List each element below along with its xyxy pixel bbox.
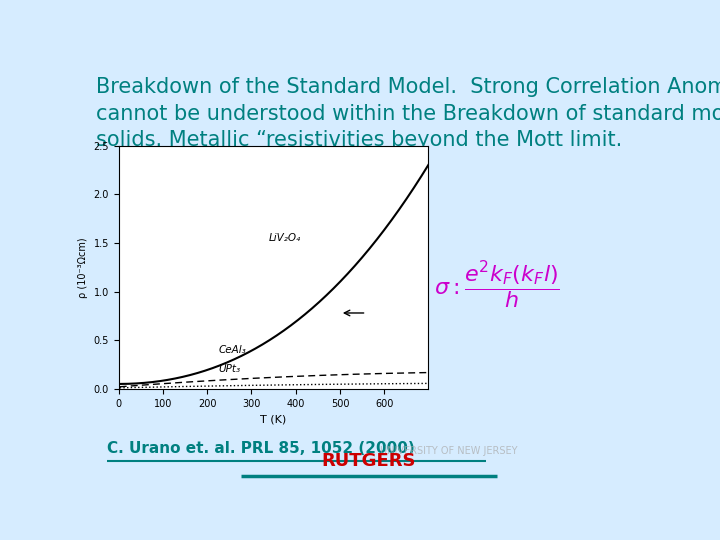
Text: Breakdown of the Standard Model.  Strong Correlation Anomalies
cannot be underst: Breakdown of the Standard Model. Strong …: [96, 77, 720, 150]
Text: C. Urano et. al. PRL 85, 1052 (2000): C. Urano et. al. PRL 85, 1052 (2000): [107, 441, 415, 456]
Y-axis label: ρ (10⁻³Ωcm): ρ (10⁻³Ωcm): [78, 237, 88, 298]
Text: UNIVERSITY OF NEW JERSEY: UNIVERSITY OF NEW JERSEY: [380, 446, 518, 456]
Text: LiV₂O₄: LiV₂O₄: [269, 233, 301, 243]
X-axis label: T (K): T (K): [261, 414, 287, 424]
Text: CeAl₃: CeAl₃: [218, 345, 246, 355]
Text: RUTGERS: RUTGERS: [322, 452, 416, 470]
Text: $\sigma : \dfrac{e^2 k_F (k_F l)}{h}$: $\sigma : \dfrac{e^2 k_F (k_F l)}{h}$: [434, 259, 560, 311]
Text: UPt₃: UPt₃: [218, 364, 240, 374]
